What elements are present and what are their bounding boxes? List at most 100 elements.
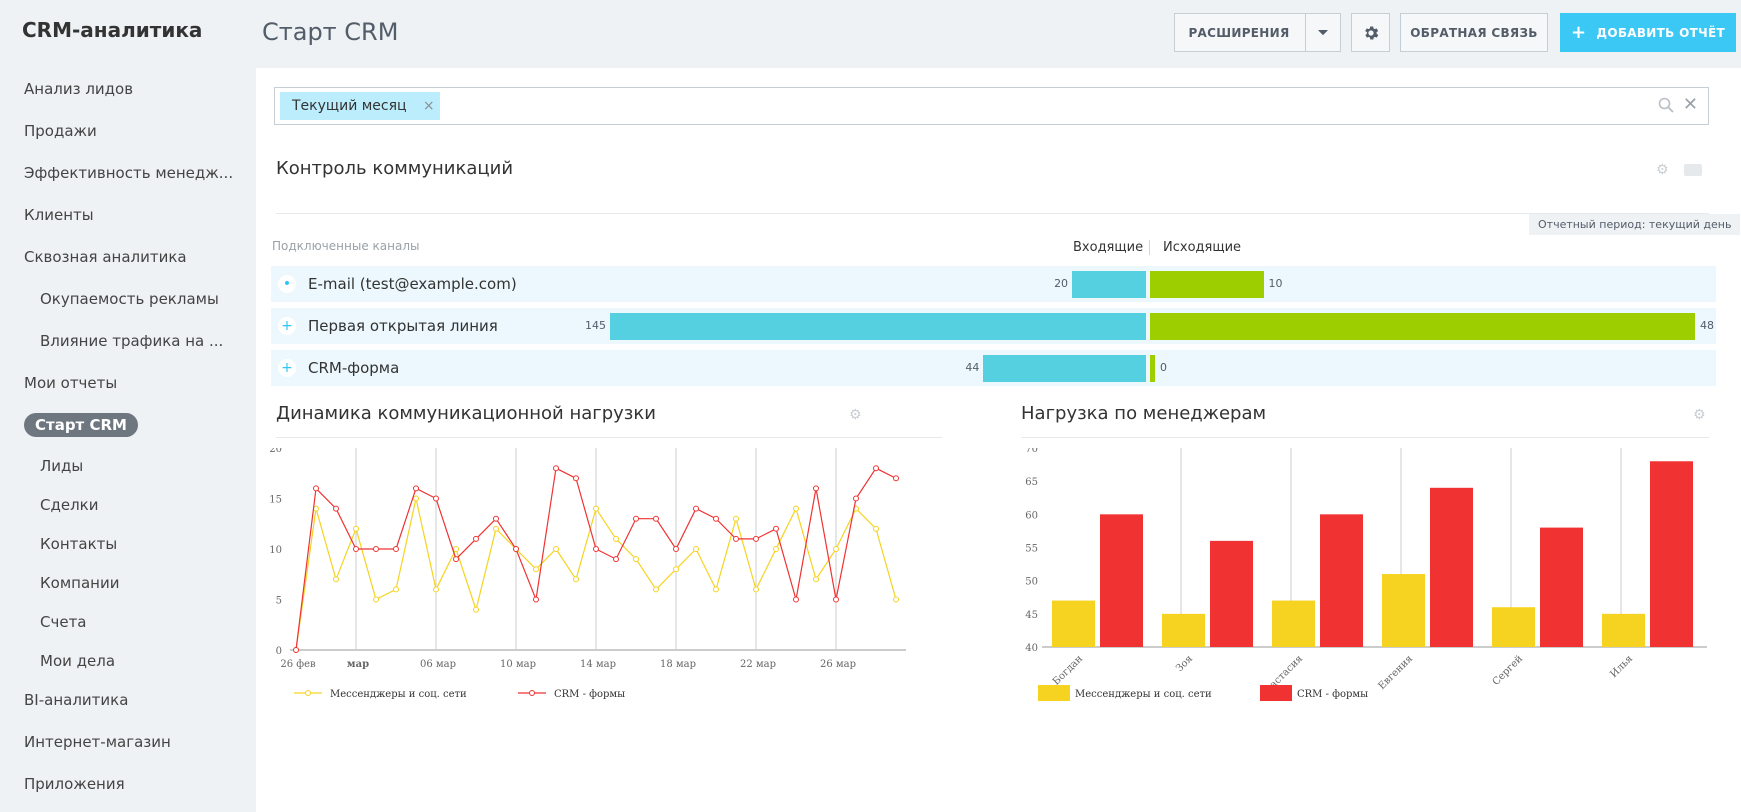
- filter-bar[interactable]: Текущий месяц × ✕: [274, 87, 1709, 125]
- data-point: [353, 525, 359, 532]
- column-separator: [1149, 240, 1150, 255]
- legend-label: Мессенджеры и соц. сети: [330, 689, 467, 700]
- gear-icon[interactable]: ⚙: [849, 407, 862, 423]
- data-point: [373, 546, 379, 552]
- data-point: [593, 505, 599, 512]
- sidebar-item[interactable]: Интернет-магазин: [24, 733, 171, 751]
- data-point: [333, 576, 339, 583]
- bar: [1602, 613, 1645, 647]
- search-icon[interactable]: [1658, 97, 1674, 113]
- outgoing-bar: [1150, 271, 1264, 298]
- legend-swatch: [1038, 685, 1070, 701]
- x-tick-label: 26 фев: [280, 659, 316, 670]
- sidebar-item[interactable]: Сквозная аналитика: [24, 248, 187, 266]
- channel-row[interactable]: + Первая открытая линия 145 48: [271, 308, 1716, 344]
- incoming-header: Входящие: [1073, 240, 1144, 255]
- data-point: [413, 495, 419, 502]
- y-tick-label: 15: [269, 495, 282, 506]
- data-point: [693, 505, 699, 512]
- sidebar-item[interactable]: BI-аналитика: [24, 691, 129, 709]
- sidebar-item[interactable]: Компании: [40, 574, 120, 592]
- data-point: [453, 556, 459, 563]
- channel-row[interactable]: • E-mail (test@example.com) 20 10: [271, 266, 1716, 302]
- y-tick-label: 55: [1025, 544, 1038, 555]
- data-point: [873, 525, 879, 532]
- data-point: [473, 606, 479, 613]
- bar: [1382, 574, 1425, 647]
- sidebar-item[interactable]: Счета: [40, 613, 87, 631]
- data-point: [413, 485, 419, 492]
- legend-label: CRM - формы: [1297, 689, 1368, 700]
- data-point: [713, 586, 719, 593]
- data-point: [313, 485, 319, 492]
- data-point: [633, 556, 639, 563]
- filter-tag[interactable]: Текущий месяц ×: [280, 92, 440, 120]
- sidebar-item[interactable]: Старт CRM: [24, 413, 138, 437]
- y-tick-label: 70: [1025, 448, 1038, 455]
- legend-label: Мессенджеры и соц. сети: [1075, 689, 1212, 700]
- line-chart: 0 5 10 15 20 26 фев мар 06 мар 10 мар 14 мар 18 ма…: [256, 444, 956, 812]
- app-title: CRM-аналитика: [22, 18, 203, 42]
- collapse-icon[interactable]: [1684, 164, 1702, 176]
- x-tick-label: 18 мар: [660, 659, 696, 670]
- x-tick-label: Илья: [1608, 653, 1635, 680]
- gear-icon[interactable]: ⚙: [1693, 407, 1706, 423]
- data-point: [733, 515, 739, 522]
- data-point: [553, 546, 559, 552]
- expand-icon[interactable]: +: [278, 359, 296, 377]
- gear-icon: [1364, 25, 1378, 40]
- sidebar-item[interactable]: Мои отчеты: [24, 374, 118, 392]
- divider: [276, 213, 1709, 214]
- expand-icon[interactable]: •: [278, 275, 296, 293]
- sidebar-item[interactable]: Эффективность менедж...: [24, 164, 234, 182]
- sidebar-item[interactable]: Влияние трафика на ...: [40, 332, 224, 350]
- sidebar-item[interactable]: Контакты: [40, 535, 118, 553]
- data-point: [453, 546, 459, 552]
- communications-title: Контроль коммуникаций: [276, 158, 514, 179]
- data-point: [713, 515, 719, 522]
- remove-tag-icon[interactable]: ×: [422, 98, 435, 114]
- incoming-value: 20: [1054, 277, 1069, 290]
- channel-name: Первая открытая линия: [308, 317, 498, 335]
- sidebar-item[interactable]: Сделки: [40, 496, 99, 514]
- sidebar-item[interactable]: Лиды: [40, 457, 84, 475]
- y-tick-label: 45: [1025, 610, 1038, 621]
- sidebar-item[interactable]: Приложения: [24, 775, 125, 793]
- line-chart-title: Динамика коммуникационной нагрузки: [276, 403, 656, 424]
- incoming-bar: [610, 313, 1146, 340]
- bar: [1162, 613, 1205, 647]
- data-point: [893, 475, 899, 482]
- legend-label: CRM - формы: [554, 689, 625, 700]
- data-point: [353, 546, 359, 552]
- expand-icon[interactable]: +: [278, 317, 296, 335]
- data-point: [573, 475, 579, 482]
- divider: [276, 437, 942, 438]
- data-point: [533, 596, 539, 603]
- incoming-value: 44: [965, 361, 980, 374]
- outgoing-header: Исходящие: [1163, 240, 1242, 255]
- sidebar-item[interactable]: Окупаемость рекламы: [40, 290, 219, 308]
- extensions-dropdown-button[interactable]: [1305, 13, 1341, 52]
- y-tick-label: 5: [276, 596, 282, 607]
- incoming-value: 145: [585, 319, 606, 332]
- channel-row[interactable]: + CRM-форма 44 0: [271, 350, 1716, 386]
- gear-icon[interactable]: ⚙: [1656, 162, 1669, 178]
- bar-chart-title: Нагрузка по менеджерам: [1021, 403, 1267, 424]
- data-point: [673, 546, 679, 552]
- settings-button[interactable]: [1351, 13, 1390, 52]
- sidebar-item[interactable]: Клиенты: [24, 206, 94, 224]
- x-tick-label: 26 мар: [820, 659, 856, 670]
- sidebar-item[interactable]: Продажи: [24, 122, 97, 140]
- data-point: [493, 525, 499, 532]
- sidebar-item[interactable]: Мои дела: [40, 652, 116, 670]
- clear-filter-icon[interactable]: ✕: [1682, 94, 1698, 115]
- outgoing-bar: [1150, 313, 1695, 340]
- y-tick-label: 0: [276, 646, 282, 657]
- bar: [1320, 514, 1363, 647]
- sidebar-item[interactable]: Анализ лидов: [24, 80, 134, 98]
- feedback-button[interactable]: ОБРАТНАЯ СВЯЗЬ: [1400, 13, 1548, 52]
- data-point: [373, 596, 379, 603]
- bar: [1650, 461, 1693, 647]
- add-report-button[interactable]: + ДОБАВИТЬ ОТЧЁТ: [1560, 13, 1736, 52]
